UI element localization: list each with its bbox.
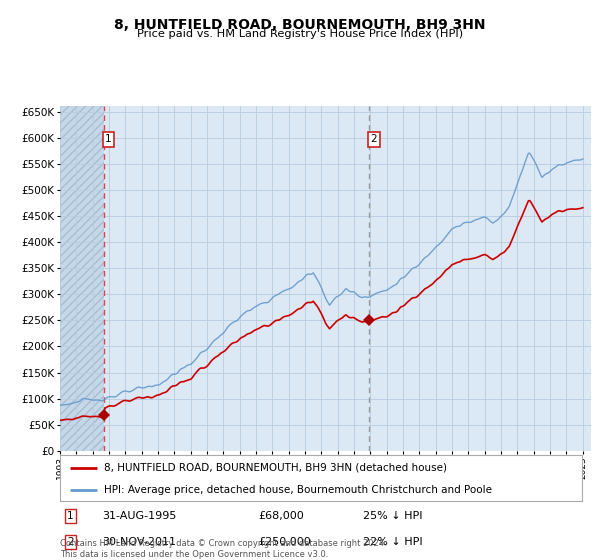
Text: 30-NOV-2011: 30-NOV-2011 bbox=[102, 537, 176, 547]
Text: 1: 1 bbox=[67, 511, 74, 521]
Text: 8, HUNTFIELD ROAD, BOURNEMOUTH, BH9 3HN: 8, HUNTFIELD ROAD, BOURNEMOUTH, BH9 3HN bbox=[114, 18, 486, 32]
Text: 22% ↓ HPI: 22% ↓ HPI bbox=[363, 537, 422, 547]
Text: 2: 2 bbox=[67, 537, 74, 547]
Text: 8, HUNTFIELD ROAD, BOURNEMOUTH, BH9 3HN (detached house): 8, HUNTFIELD ROAD, BOURNEMOUTH, BH9 3HN … bbox=[104, 463, 448, 473]
Text: 1: 1 bbox=[105, 134, 112, 144]
Text: Price paid vs. HM Land Registry's House Price Index (HPI): Price paid vs. HM Land Registry's House … bbox=[137, 29, 463, 39]
Text: Contains HM Land Registry data © Crown copyright and database right 2024.
This d: Contains HM Land Registry data © Crown c… bbox=[60, 539, 386, 559]
Text: 25% ↓ HPI: 25% ↓ HPI bbox=[363, 511, 422, 521]
Text: £68,000: £68,000 bbox=[259, 511, 304, 521]
Text: £250,000: £250,000 bbox=[259, 537, 311, 547]
Text: 31-AUG-1995: 31-AUG-1995 bbox=[102, 511, 176, 521]
Text: 2: 2 bbox=[371, 134, 377, 144]
Text: HPI: Average price, detached house, Bournemouth Christchurch and Poole: HPI: Average price, detached house, Bour… bbox=[104, 485, 493, 494]
